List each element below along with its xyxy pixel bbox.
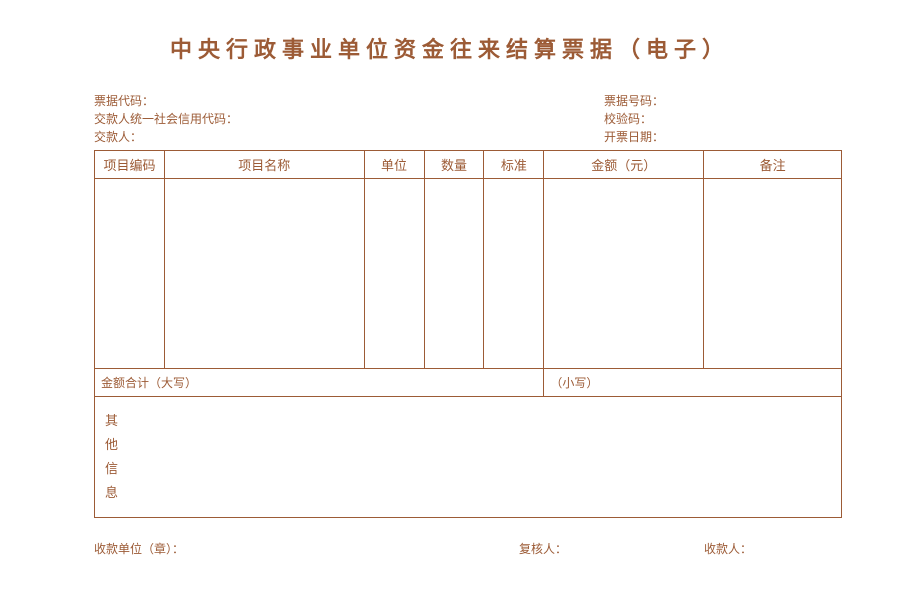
cell-unit — [364, 179, 424, 369]
cell-amount — [544, 179, 704, 369]
col-remark: 备注 — [704, 151, 842, 179]
other-info-label: 其 他 信 息 — [105, 409, 831, 505]
other-info-char-2: 他 — [105, 433, 831, 457]
total-uppercase-label: 金额合计（大写） — [95, 369, 544, 397]
reviewer-label: 复核人： — [519, 540, 567, 557]
col-project-name: 项目名称 — [164, 151, 364, 179]
issue-date-label: 开票日期： — [604, 128, 664, 146]
payee-label: 收款人： — [704, 540, 752, 557]
other-info-char-3: 信 — [105, 457, 831, 481]
col-project-code: 项目编码 — [95, 151, 165, 179]
other-info-row: 其 他 信 息 — [95, 397, 842, 518]
cell-quantity — [424, 179, 484, 369]
document-title: 中央行政事业单位资金往来结算票据（电子） — [0, 0, 900, 64]
col-standard: 标准 — [484, 151, 544, 179]
payer-credit-code-label: 交款人统一社会信用代码： — [94, 110, 238, 128]
table-header-row: 项目编码 项目名称 单位 数量 标准 金额（元） 备注 — [95, 151, 842, 179]
payer-label: 交款人： — [94, 128, 238, 146]
other-info-cell: 其 他 信 息 — [95, 397, 842, 518]
cell-remark — [704, 179, 842, 369]
total-row: 金额合计（大写） （小写） — [95, 369, 842, 397]
col-unit: 单位 — [364, 151, 424, 179]
main-table: 项目编码 项目名称 单位 数量 标准 金额（元） 备注 金额合计（大写） （小写… — [94, 150, 842, 518]
check-code-label: 校验码： — [604, 110, 664, 128]
header-left-block: 票据代码： 交款人统一社会信用代码： 交款人： — [94, 92, 238, 146]
invoice-number-label: 票据号码： — [604, 92, 664, 110]
other-info-char-4: 息 — [105, 481, 831, 505]
total-lowercase-label: （小写） — [544, 369, 842, 397]
payee-unit-label: 收款单位（章）： — [94, 540, 184, 557]
cell-standard — [484, 179, 544, 369]
cell-project-name — [164, 179, 364, 369]
header-right-block: 票据号码： 校验码： 开票日期： — [604, 92, 664, 146]
table-body-row — [95, 179, 842, 369]
col-quantity: 数量 — [424, 151, 484, 179]
other-info-char-1: 其 — [105, 409, 831, 433]
col-amount: 金额（元） — [544, 151, 704, 179]
invoice-code-label: 票据代码： — [94, 92, 238, 110]
cell-project-code — [95, 179, 165, 369]
